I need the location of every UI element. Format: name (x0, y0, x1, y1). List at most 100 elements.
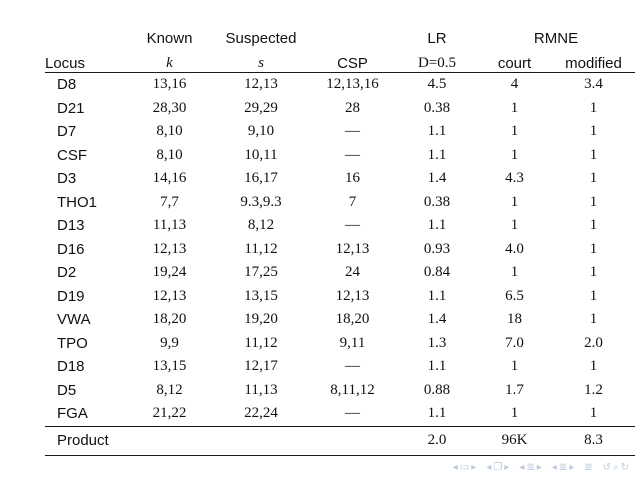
value-cell: 7.0 (505, 334, 524, 351)
value-cell: 1 (510, 193, 519, 210)
locus-cell: D2 (57, 264, 77, 282)
value-cell: — (345, 217, 360, 234)
table-row: D18 13,15 12,17 — 1.1 1 1 (45, 355, 635, 379)
value-cell: 1 (510, 99, 519, 116)
value-cell: 13,16 (152, 76, 187, 93)
locus-cell: FGA (57, 405, 88, 423)
value-cell: 17,25 (244, 264, 278, 281)
table-row: FGA 21,22 22,24 — 1.1 1 1 (45, 402, 635, 426)
nav-group: ◂ ▭ ▸ (452, 462, 478, 474)
value-cell: 1 (589, 170, 598, 187)
locus-cell: D8 (57, 76, 77, 94)
value-cell: 96K (477, 425, 552, 456)
prev-section-icon[interactable]: ◂ (551, 462, 557, 473)
value-cell: 1 (589, 99, 598, 116)
value-cell: 1.1 (427, 146, 447, 163)
value-cell: 1.4 (427, 311, 447, 328)
locus-cell: D3 (57, 170, 77, 188)
value-cell: 10,11 (244, 146, 278, 163)
value-cell: 21,22 (152, 405, 187, 422)
next-frame-icon[interactable]: ▸ (504, 462, 510, 473)
value-cell: 29,29 (244, 99, 278, 116)
locus-cell: D13 (57, 217, 85, 235)
next-slide-icon[interactable]: ▸ (471, 462, 477, 473)
prev-subsection-icon[interactable]: ◂ (519, 462, 525, 473)
value-cell: 9.3,9.3 (240, 193, 282, 210)
value-cell: 0.93 (423, 240, 451, 257)
table-row: VWA 18,20 19,20 18,20 1.4 18 1 (45, 308, 635, 332)
value-cell: 0.38 (423, 99, 451, 116)
value-cell (308, 425, 397, 456)
value-cell: 13,15 (244, 287, 278, 304)
value-cell: 12,13,16 (326, 76, 379, 93)
value-cell: 1 (589, 217, 598, 234)
locus-cell: D18 (57, 358, 85, 376)
suspected-group-header: Suspected (225, 30, 297, 47)
value-cell: 12,13 (152, 287, 187, 304)
value-cell (214, 425, 308, 456)
value-cell: 1 (589, 193, 598, 210)
value-cell: 2.0 (397, 425, 477, 456)
value-cell: 1 (510, 264, 519, 281)
value-cell: 1 (589, 405, 598, 422)
value-cell: 1.1 (427, 358, 447, 375)
slide-icon[interactable]: ▭ (459, 462, 470, 473)
prev-frame-icon[interactable]: ◂ (486, 462, 492, 473)
value-cell: 12,13 (335, 287, 370, 304)
value-cell: 0.84 (423, 264, 451, 281)
locus-cell: THO1 (57, 193, 98, 211)
value-cell: 11,13 (152, 217, 187, 234)
value-cell: 1.7 (505, 381, 524, 398)
value-cell: 8,10 (156, 146, 183, 163)
frame-icon[interactable]: ❐ (493, 462, 503, 473)
table-row: CSF 8,10 10,11 — 1.1 1 1 (45, 144, 635, 168)
value-cell: 1 (589, 264, 598, 281)
forward-icon[interactable]: ↻ (620, 462, 629, 473)
known-k-column-header: k (125, 47, 214, 73)
next-section-icon[interactable]: ▸ (569, 462, 575, 473)
value-cell: 28,30 (152, 99, 187, 116)
value-cell: 11,12 (244, 334, 278, 351)
value-cell: 4 (510, 76, 519, 93)
table-row: D3 14,16 16,17 16 1.4 4.3 1 (45, 167, 635, 191)
value-cell: 11,13 (244, 381, 278, 398)
nav-group: ◂ ❐ ▸ (485, 462, 510, 474)
back-icon[interactable]: ↺ (602, 462, 611, 473)
value-cell: 13,15 (152, 358, 187, 375)
value-cell: — (345, 146, 360, 163)
value-cell: 1 (589, 240, 598, 257)
value-cell (125, 425, 214, 456)
find-icon[interactable]: ⌕ (613, 462, 619, 473)
value-cell: 7,7 (160, 193, 179, 210)
value-cell: 0.88 (423, 381, 451, 398)
nav-group: ◂ ≣ ▸ (551, 462, 575, 474)
value-cell: 1 (510, 358, 519, 375)
table-row: D21 28,30 29,29 28 0.38 1 1 (45, 97, 635, 121)
locus-cell: D5 (57, 381, 77, 399)
next-subsection-icon[interactable]: ▸ (536, 462, 542, 473)
locus-cell: D16 (57, 240, 85, 258)
prev-slide-icon[interactable]: ◂ (452, 462, 458, 473)
appendix-icon[interactable]: ≣ (584, 462, 593, 473)
empty-header-cell (308, 22, 397, 47)
value-cell: 4.3 (505, 170, 524, 187)
rmne-court-column-header: court (477, 47, 552, 73)
value-cell: 9,9 (160, 334, 179, 351)
value-cell: 8,12 (156, 381, 183, 398)
subsection-icon[interactable]: ≣ (526, 462, 535, 473)
table-row: D13 11,13 8,12 — 1.1 1 1 (45, 214, 635, 238)
csp-column-header: CSP (308, 47, 397, 73)
section-icon[interactable]: ≣ (558, 462, 568, 473)
empty-header-cell (45, 22, 125, 47)
locus-cell: D21 (57, 99, 85, 117)
value-cell: 1.3 (427, 334, 447, 351)
header-row-groups: Known Suspected LR RMNE (45, 22, 635, 47)
suspected-s-column-header: s (214, 47, 308, 73)
lr-group-header: LR (427, 30, 447, 47)
table-row: D16 12,13 11,12 12,13 0.93 4.0 1 (45, 238, 635, 262)
value-cell: 1.1 (427, 287, 447, 304)
value-cell: 14,16 (152, 170, 187, 187)
nav-group: ↺ ⌕ ↻ (602, 462, 630, 474)
value-cell: 24 (345, 264, 360, 281)
value-cell: 18,20 (335, 311, 370, 328)
